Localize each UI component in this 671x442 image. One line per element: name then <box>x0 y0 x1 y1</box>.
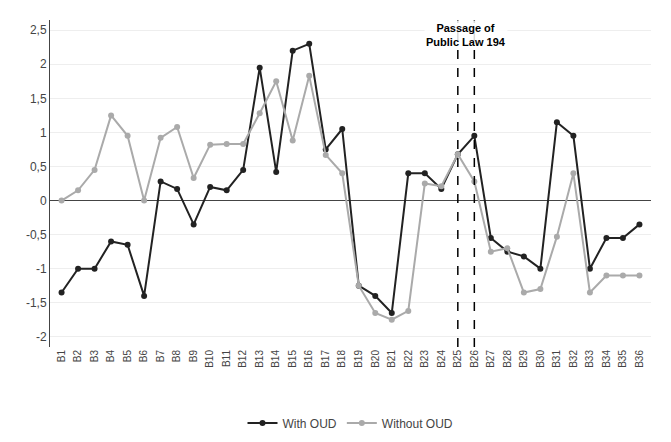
svg-text:B7: B7 <box>155 350 166 363</box>
svg-text:B22: B22 <box>403 350 414 368</box>
svg-text:B13: B13 <box>254 350 265 368</box>
svg-text:B33: B33 <box>584 350 595 368</box>
svg-text:B14: B14 <box>270 350 281 368</box>
svg-text:B24: B24 <box>436 350 447 368</box>
svg-text:B3: B3 <box>89 350 100 363</box>
svg-text:B15: B15 <box>287 350 298 368</box>
svg-text:B34: B34 <box>601 350 612 368</box>
svg-text:B10: B10 <box>204 350 215 368</box>
svg-text:B21: B21 <box>386 350 397 368</box>
svg-text:2: 2 <box>40 57 47 71</box>
svg-text:B36: B36 <box>634 350 645 368</box>
svg-text:Passage ofPublic Law 194: Passage ofPublic Law 194 <box>426 22 506 48</box>
svg-text:B16: B16 <box>303 350 314 368</box>
svg-text:Without OUD: Without OUD <box>382 417 453 431</box>
svg-text:-1,5: -1,5 <box>26 296 47 310</box>
svg-text:B5: B5 <box>122 350 133 363</box>
svg-text:B35: B35 <box>617 350 628 368</box>
svg-text:-0,5: -0,5 <box>26 228 47 242</box>
svg-text:-2: -2 <box>36 330 47 344</box>
svg-text:B26: B26 <box>469 350 480 368</box>
svg-text:B1: B1 <box>56 350 67 363</box>
svg-text:1: 1 <box>40 126 47 140</box>
svg-text:-1: -1 <box>36 262 47 276</box>
svg-text:B11: B11 <box>221 350 232 367</box>
svg-text:B32: B32 <box>568 350 579 368</box>
svg-text:B29: B29 <box>518 350 529 368</box>
svg-text:B30: B30 <box>535 350 546 368</box>
svg-text:B20: B20 <box>370 350 381 368</box>
svg-text:With OUD: With OUD <box>283 417 337 431</box>
svg-text:B4: B4 <box>105 350 116 363</box>
svg-text:0: 0 <box>40 194 47 208</box>
svg-text:B6: B6 <box>138 350 149 363</box>
svg-text:B28: B28 <box>502 350 513 368</box>
svg-text:B27: B27 <box>485 350 496 368</box>
svg-text:B9: B9 <box>188 350 199 363</box>
svg-text:2,5: 2,5 <box>30 23 47 37</box>
svg-text:B25: B25 <box>452 350 463 368</box>
svg-text:B31: B31 <box>551 350 562 368</box>
svg-text:B19: B19 <box>353 350 364 368</box>
svg-text:B23: B23 <box>419 350 430 368</box>
svg-text:B2: B2 <box>72 350 83 363</box>
svg-text:1,5: 1,5 <box>30 92 47 106</box>
svg-text:0,5: 0,5 <box>30 160 47 174</box>
svg-text:B17: B17 <box>320 350 331 368</box>
svg-text:B8: B8 <box>171 350 182 363</box>
svg-text:B18: B18 <box>336 350 347 368</box>
svg-text:B12: B12 <box>237 350 248 368</box>
